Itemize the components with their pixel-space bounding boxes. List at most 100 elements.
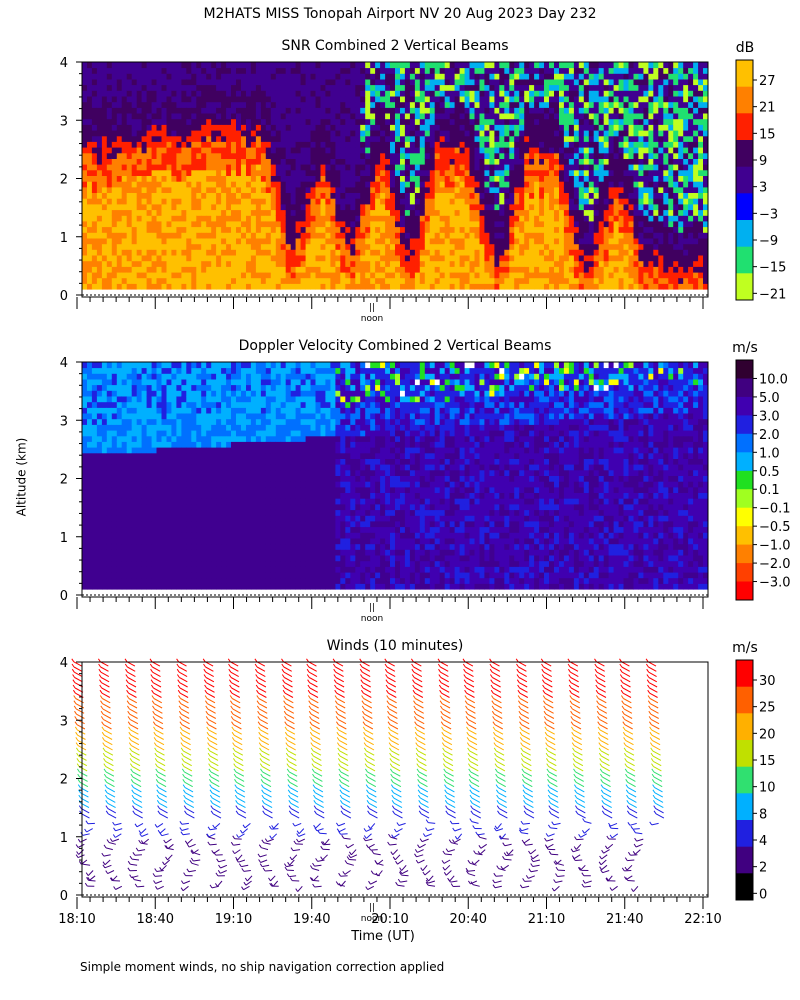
winds-panel-title: Winds (10 minutes)	[326, 638, 464, 654]
snr-cell	[499, 84, 505, 91]
snr-cell	[121, 283, 128, 290]
snr-cell	[683, 181, 689, 188]
snr-cell	[479, 101, 485, 108]
snr-cell	[673, 84, 679, 91]
snr-cell	[91, 232, 98, 239]
snr-cell	[663, 266, 669, 273]
snr-cell	[255, 260, 262, 267]
snr-cell	[429, 277, 436, 284]
snr-cell	[340, 141, 346, 148]
snr-cell	[116, 181, 123, 188]
snr-cell	[653, 79, 659, 86]
snr-cell	[106, 96, 113, 103]
snr-cell	[300, 198, 306, 205]
snr-cell	[260, 62, 267, 69]
snr-cell	[559, 181, 565, 188]
snr-cell	[121, 96, 128, 103]
snr-cell	[161, 249, 167, 256]
snr-cell	[434, 232, 441, 239]
snr-cell	[255, 198, 262, 205]
snr-cell	[454, 277, 460, 284]
snr-cell	[206, 204, 212, 211]
snr-cell	[91, 152, 98, 159]
snr-cell	[628, 221, 634, 228]
snr-cell	[305, 124, 311, 131]
snr-cell	[444, 130, 451, 137]
snr-cell	[454, 73, 460, 80]
snr-cell	[176, 249, 182, 256]
snr-cell	[91, 226, 98, 233]
snr-cell	[469, 243, 475, 250]
snr-cell	[171, 118, 177, 125]
snr-cell	[270, 221, 277, 228]
snr-cell	[345, 198, 351, 205]
snr-cell	[603, 243, 610, 250]
snr-cell	[449, 79, 456, 86]
snr-cell	[390, 169, 396, 176]
snr-cell	[211, 181, 217, 188]
snr-cell	[683, 113, 689, 120]
snr-cell	[663, 107, 669, 114]
snr-cell	[121, 186, 128, 193]
snr-cell	[459, 113, 465, 120]
snr-cell	[559, 175, 565, 182]
snr-cell	[290, 62, 297, 69]
snr-cell	[106, 107, 113, 114]
snr-cell	[236, 147, 242, 154]
snr-cell	[255, 277, 262, 284]
snr-cell	[216, 73, 222, 80]
snr-cell	[504, 118, 510, 125]
snr-cell	[464, 255, 470, 262]
snr-cell	[171, 238, 177, 245]
snr-cell	[529, 198, 535, 205]
snr-cell	[678, 175, 684, 182]
snr-cell	[320, 62, 326, 69]
snr-cell	[290, 79, 297, 86]
snr-cell	[360, 226, 366, 233]
snr-cell	[216, 113, 222, 120]
snr-cell	[111, 152, 118, 159]
snr-cell	[469, 266, 475, 273]
snr-cell	[459, 249, 465, 256]
snr-cell	[330, 118, 336, 125]
snr-cell	[514, 141, 520, 148]
snr-cell	[400, 147, 406, 154]
snr-cell	[454, 141, 460, 148]
snr-cell	[573, 272, 580, 279]
snr-cell	[82, 147, 88, 154]
snr-cell	[683, 62, 689, 69]
snr-cell	[226, 73, 232, 80]
snr-cell	[658, 169, 664, 176]
snr-cell	[479, 266, 485, 273]
snr-cell	[231, 90, 237, 97]
snr-cell	[623, 113, 629, 120]
snr-cell	[295, 255, 301, 262]
snr-cell	[434, 192, 441, 199]
snr-cell	[375, 221, 381, 228]
snr-cell	[573, 221, 580, 228]
snr-cell	[280, 277, 287, 284]
snr-cell	[693, 101, 699, 108]
snr-cell	[136, 118, 143, 125]
snr-cell	[340, 107, 346, 114]
snr-cell	[509, 192, 515, 199]
snr-cell	[255, 266, 262, 273]
snr-cell	[395, 90, 401, 97]
snr-cell	[106, 238, 113, 245]
snr-cell	[236, 260, 242, 267]
snr-cell	[648, 266, 654, 273]
snr-cell	[370, 101, 376, 108]
snr-cell	[534, 181, 540, 188]
snr-cell	[404, 266, 411, 273]
snr-cell	[514, 96, 520, 103]
snr-cell	[474, 141, 480, 148]
snr-cell	[524, 90, 530, 97]
snr-cell	[474, 113, 480, 120]
snr-cell	[191, 158, 197, 165]
snr-cell	[116, 118, 123, 125]
snr-cell	[593, 175, 600, 182]
snr-cell	[668, 96, 674, 103]
snr-cell	[534, 198, 540, 205]
snr-cell	[678, 152, 684, 159]
snr-cell	[429, 147, 436, 154]
